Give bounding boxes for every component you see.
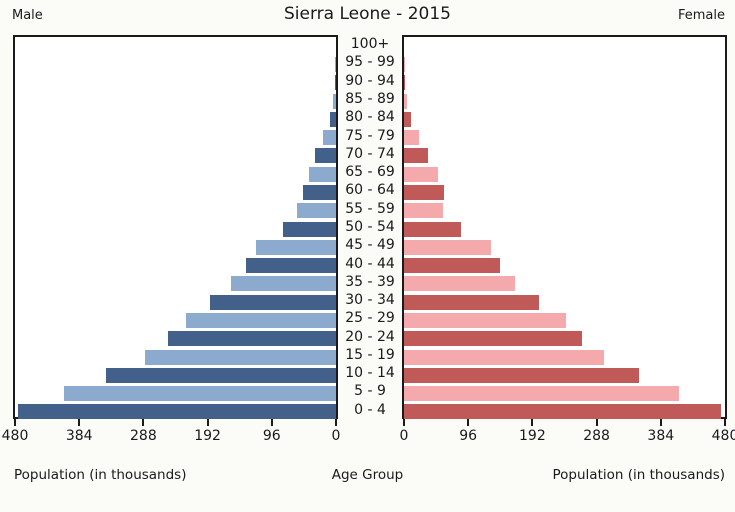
female-bar-55-59	[404, 203, 443, 219]
x-axis-tick-label: 480	[711, 428, 735, 444]
age-label: 40 - 44	[345, 255, 395, 272]
x-axis-tick	[403, 419, 405, 426]
male-bar-85-89	[333, 93, 336, 109]
female-bar-35-39	[404, 276, 515, 292]
chart-title: Sierra Leone - 2015	[284, 4, 451, 24]
male-bar-95-99	[335, 56, 336, 72]
male-bar-65-69	[308, 166, 336, 182]
x-axis-tick	[724, 419, 726, 426]
age-label: 70 - 74	[345, 145, 395, 162]
age-label: 80 - 84	[345, 109, 395, 126]
x-axis-tick-label: 480	[1, 428, 29, 444]
age-label: 100+	[350, 36, 390, 53]
male-bar-30-34	[210, 294, 336, 310]
x-axis-tick	[270, 419, 273, 426]
x-axis-tick	[595, 419, 598, 426]
male-bar-15-19	[145, 349, 336, 365]
male-bar-5-9	[63, 386, 336, 402]
x-axis-tick	[467, 419, 470, 426]
female-bar-50-54	[404, 221, 461, 237]
male-bar-20-24	[168, 331, 336, 347]
male-bar-80-84	[329, 111, 336, 127]
x-axis-tick-label: 288	[130, 428, 157, 444]
x-axis-tick	[206, 419, 209, 426]
male-bar-50-54	[282, 221, 336, 237]
female-bar-10-14	[404, 367, 639, 383]
population-axis-label-left: Population (in thousands)	[14, 467, 187, 483]
male-bar-75-79	[323, 130, 336, 146]
male-bar-35-39	[231, 276, 336, 292]
female-axis-title: Female	[677, 8, 725, 23]
x-axis-tick	[78, 419, 81, 426]
age-label: 15 - 19	[345, 346, 395, 363]
female-bar-95-99	[404, 56, 405, 72]
x-axis-tick	[14, 419, 16, 426]
x-axis-tick-label: 0	[399, 428, 409, 444]
female-bar-0-4	[404, 404, 721, 420]
female-panel	[402, 35, 727, 420]
female-bar-25-29	[404, 312, 566, 328]
female-bar-90-94	[404, 75, 406, 91]
age-label: 35 - 39	[345, 273, 395, 290]
age-label: 85 - 89	[345, 90, 395, 107]
age-label: 45 - 49	[345, 237, 395, 254]
female-bar-70-74	[404, 148, 429, 164]
female-bar-5-9	[404, 386, 679, 402]
female-bar-80-84	[404, 111, 411, 127]
male-bar-60-64	[302, 184, 336, 200]
age-group-labels: 100+ 95 - 99 90 - 94 85 - 89 80 - 84 75 - 79 7…	[336, 35, 404, 419]
x-axis-tick-label: 384	[65, 428, 93, 444]
male-axis-title: Male	[12, 8, 43, 23]
age-label: 60 - 64	[345, 182, 395, 199]
x-axis-tick-label: 96	[262, 428, 281, 444]
female-bar-20-24	[404, 331, 582, 347]
age-label: 95 - 99	[345, 54, 395, 71]
age-label: 5 - 9	[354, 383, 386, 400]
x-axis-tick	[659, 419, 662, 426]
age-label: 10 - 14	[345, 365, 395, 382]
female-bar-65-69	[404, 166, 439, 182]
x-axis-tick	[531, 419, 534, 426]
female-bar-45-49	[404, 239, 491, 255]
age-label: 50 - 54	[345, 218, 395, 235]
age-label: 65 - 69	[345, 164, 395, 181]
age-label: 25 - 29	[345, 310, 395, 327]
age-axis-label: Age Group	[331, 467, 404, 483]
male-bar-10-14	[105, 367, 336, 383]
x-axis-tick-label: 96	[459, 428, 478, 444]
female-bar-85-89	[404, 93, 408, 109]
female-bar-60-64	[404, 184, 445, 200]
age-label: 30 - 34	[345, 292, 395, 309]
x-axis-tick-label: 384	[647, 428, 675, 444]
male-bar-70-74	[315, 148, 336, 164]
age-label: 55 - 59	[345, 200, 395, 217]
age-label: 75 - 79	[345, 127, 395, 144]
x-axis-tick-label: 192	[194, 428, 221, 444]
male-bar-45-49	[256, 239, 336, 255]
x-axis-tick	[335, 419, 337, 426]
female-bar-40-44	[404, 258, 501, 274]
age-label: 90 - 94	[345, 72, 395, 89]
male-panel	[13, 35, 338, 420]
age-label: 20 - 24	[345, 328, 395, 345]
male-bar-40-44	[245, 258, 336, 274]
population-axis-label-right: Population (in thousands)	[552, 467, 725, 483]
x-axis-tick-label: 0	[331, 428, 341, 444]
x-axis-tick	[142, 419, 145, 426]
female-bar-30-34	[404, 294, 540, 310]
male-bar-0-4	[17, 404, 336, 420]
female-bar-75-79	[404, 130, 419, 146]
age-label: 0 - 4	[354, 401, 386, 418]
x-axis-tick-label: 288	[583, 428, 610, 444]
female-bar-15-19	[404, 349, 604, 365]
male-bar-90-94	[334, 75, 336, 91]
male-bar-25-29	[186, 312, 336, 328]
x-axis-tick-label: 192	[519, 428, 546, 444]
male-bar-55-59	[297, 203, 336, 219]
